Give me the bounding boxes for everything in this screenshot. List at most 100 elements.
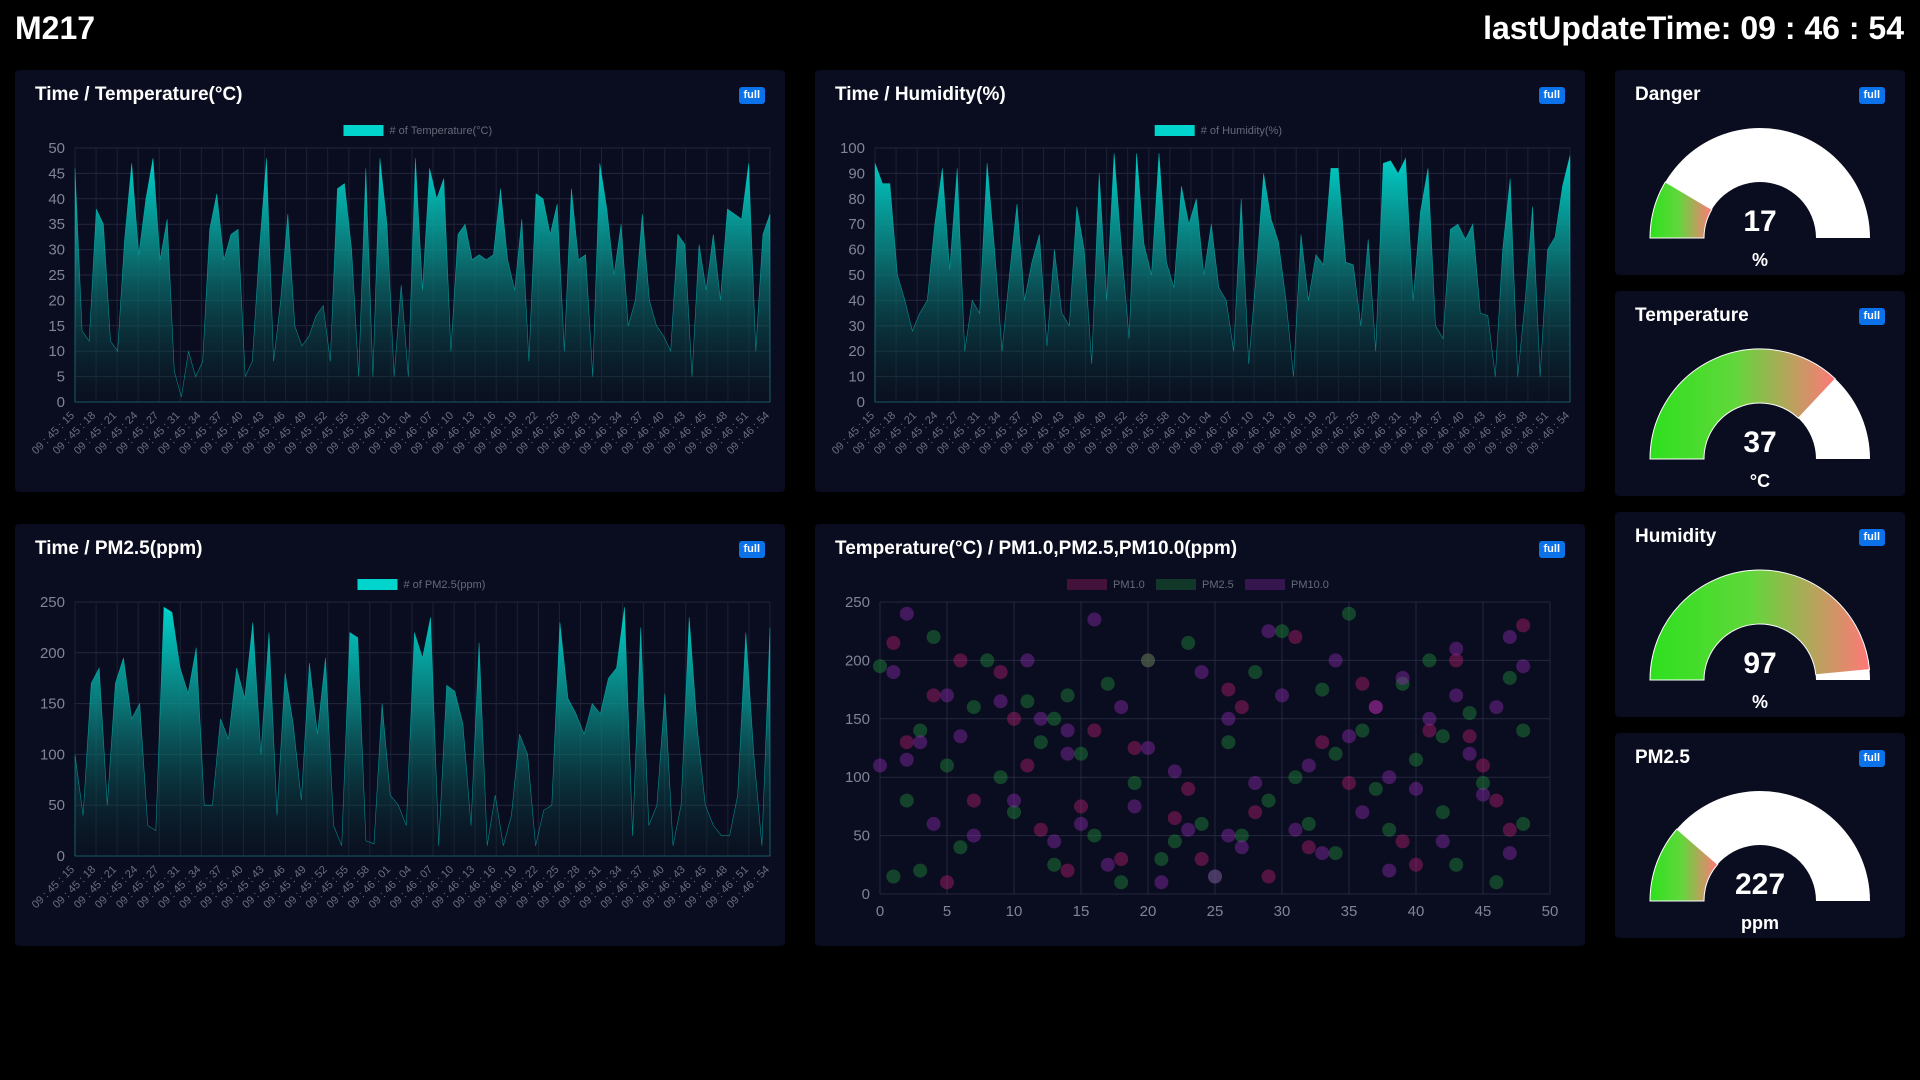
y-tick-label: 90 (848, 165, 865, 182)
legend-swatch (1245, 579, 1285, 590)
scatter-point (1221, 711, 1236, 726)
humidity-full-button[interactable]: full (1538, 87, 1565, 104)
y-tick-label: 150 (40, 696, 65, 713)
scatter-point (953, 729, 968, 744)
gauge-panel-humidity: Humidity full 97 % (1615, 512, 1905, 717)
humidity-gauge-full-button[interactable]: full (1858, 529, 1885, 546)
scatter-point (926, 816, 941, 831)
y-tick-label: 200 (40, 645, 65, 662)
y-tick-label: 150 (845, 711, 870, 728)
scatter-point (873, 659, 887, 674)
scatter-point (1355, 805, 1370, 820)
scatter-point (1462, 729, 1477, 744)
scatter-point (1489, 793, 1504, 808)
scatter-point (1301, 840, 1316, 855)
scatter-full-button[interactable]: full (1538, 541, 1565, 558)
pm25-gauge-full-button[interactable]: full (1858, 750, 1885, 767)
gauge-title: Temperature (1635, 305, 1749, 326)
gauge-unit: % (1751, 250, 1768, 270)
scatter-point (1194, 852, 1209, 866)
scatter-point (1449, 688, 1464, 703)
y-tick-label: 250 (40, 594, 65, 611)
temperature-area-chart: # of Temperature(°C) 0 5 10 15 20 25 30 35 40 45 50… (30, 125, 772, 457)
scatter-point (940, 758, 954, 773)
scatter-point (913, 723, 928, 738)
y-tick-label: 200 (845, 652, 870, 669)
humidity-gauge (1649, 569, 1871, 681)
y-tick-label: 35 (48, 216, 65, 233)
scatter-point (966, 700, 981, 715)
temperature-gauge (1649, 348, 1870, 460)
scatter-point (1435, 805, 1450, 820)
scatter-point (1047, 857, 1062, 872)
scatter-point (926, 630, 941, 644)
scatter-point (1476, 787, 1490, 802)
scatter-point (1395, 676, 1410, 691)
scatter-point (1288, 770, 1303, 785)
y-tick-label: 60 (848, 242, 865, 259)
scatter-point (1060, 688, 1075, 703)
gauge-fill (1649, 828, 1719, 902)
danger-full-button[interactable]: full (1858, 87, 1885, 104)
y-tick-label: 0 (862, 886, 870, 903)
x-tick-label: 40 (1408, 903, 1425, 920)
y-tick-label: 100 (845, 769, 870, 786)
y-tick-label: 40 (848, 292, 865, 309)
legend-swatch (1154, 125, 1195, 136)
scatter-point (1167, 811, 1182, 826)
scatter-point (1127, 741, 1142, 755)
scatter-point (1074, 799, 1088, 814)
temperature-chart-panel: # of Temperature(°C) 0 5 10 15 20 25 30 35 40 45 50… (15, 70, 785, 492)
gauge-title: PM2.5 (1635, 747, 1690, 768)
scatter-point (1301, 758, 1316, 773)
scatter-point (1489, 700, 1504, 715)
scatter-point (1234, 840, 1249, 855)
gauge-panel-temperature: Temperature full 37 °C (1615, 291, 1905, 496)
scatter-point (926, 688, 941, 703)
y-tick-label: 50 (848, 267, 865, 284)
scatter-point (1154, 852, 1169, 866)
y-tick-label: 50 (48, 140, 65, 157)
x-tick-label: 10 (1006, 903, 1023, 920)
scatter-point (1502, 822, 1517, 837)
scatter-point (1449, 653, 1464, 668)
scatter-point (1181, 635, 1196, 650)
y-tick-label: 5 (57, 369, 65, 386)
scatter-point (1221, 735, 1236, 750)
scatter-point (1248, 776, 1263, 790)
y-tick-label: 30 (48, 242, 65, 259)
pm25-full-button[interactable]: full (738, 541, 765, 558)
scatter-point (1382, 770, 1397, 785)
scatter-point (873, 758, 887, 773)
humidity-panel-title: Time / Humidity(%) (835, 84, 1006, 105)
legend-label: # of PM2.5(ppm) (404, 579, 486, 591)
scatter-point (1342, 776, 1356, 790)
scatter-point (1342, 729, 1356, 744)
y-tick-label: 100 (40, 746, 65, 763)
scatter-point (1234, 700, 1249, 715)
scatter-point (953, 840, 968, 855)
pm25-gauge (1649, 791, 1870, 902)
scatter-point (1368, 781, 1383, 796)
legend-label: # of Humidity(%) (1201, 125, 1282, 137)
scatter-point (899, 606, 914, 621)
scatter-point (1476, 758, 1490, 773)
y-tick-label: 20 (848, 343, 865, 360)
scatter-point (1208, 869, 1222, 884)
scatter-point (1315, 846, 1330, 861)
humidity-area-chart: # of Humidity(%)010203040506070809010009… (830, 125, 1572, 457)
scatter-point (1114, 700, 1129, 715)
temperature-gauge-full-button[interactable]: full (1858, 308, 1885, 325)
scatter-chart-panel: 0 50 100 150 200 250 0 5 10 15 20 25 30 35 40 45 50 PM1.0… (815, 524, 1585, 946)
scatter-point (1074, 746, 1088, 761)
scatter-point (899, 752, 914, 767)
legend-label: PM2.5 (1202, 579, 1234, 591)
scatter-point (1221, 682, 1236, 697)
temperature-full-button[interactable]: full (738, 87, 765, 104)
legend-swatch (1156, 579, 1196, 590)
scatter-point (1007, 805, 1021, 820)
scatter-point (1422, 711, 1437, 726)
scatter-point (1516, 723, 1531, 738)
gauge-unit: ppm (1741, 913, 1779, 933)
y-tick-label: 20 (48, 292, 65, 309)
